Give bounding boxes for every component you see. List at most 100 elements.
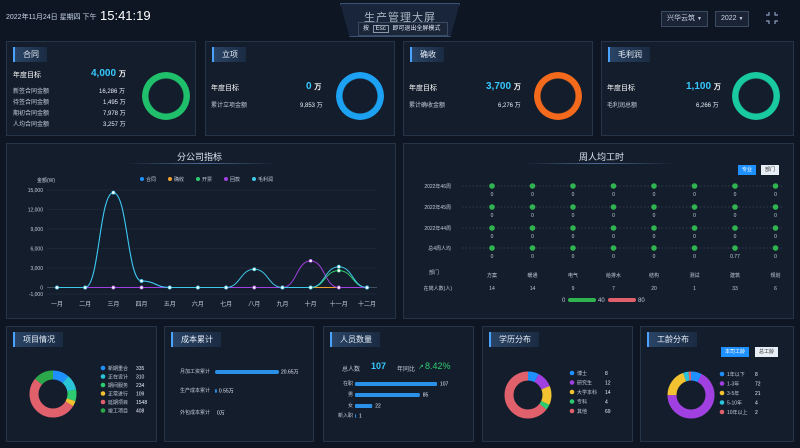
- hours-dot: [570, 204, 576, 210]
- panel-title: 周人均工时: [579, 152, 625, 162]
- dept-header: 部门: [429, 269, 439, 276]
- metric-label: 期初合同金额: [13, 111, 50, 117]
- completion-ring: 100% 完成率: [336, 72, 384, 120]
- metric-value: 6,266 万: [696, 103, 719, 109]
- x-tick-label: 三月: [107, 301, 119, 308]
- hours-value: 0: [531, 213, 534, 219]
- hours-dot: [772, 204, 779, 210]
- panel-title: 人员数量: [330, 332, 380, 347]
- hours-dot: [489, 245, 495, 251]
- cost-value: 20.65万: [281, 370, 299, 376]
- hours-value: 0: [491, 254, 494, 260]
- legend-marker: [140, 177, 144, 181]
- data-point: [167, 285, 172, 290]
- legend-value: 8: [755, 372, 758, 378]
- toggle-department[interactable]: 部门: [761, 165, 780, 175]
- completion-ring: 170% 完成率: [534, 72, 582, 120]
- cost-label: 月加工资累计: [180, 368, 210, 375]
- hours-dot: [489, 183, 495, 189]
- legend-marker: [569, 380, 575, 385]
- data-point: [336, 264, 341, 269]
- legend-marker: [719, 390, 725, 396]
- target-value: 0 万: [306, 81, 322, 92]
- toggle-major[interactable]: 专业: [738, 165, 757, 175]
- donut-segment: [667, 371, 715, 419]
- toggle-company-tenure[interactable]: 本司工龄: [721, 347, 750, 357]
- year-select[interactable]: 2022 ▼: [715, 11, 750, 27]
- legend-label: 新期重合: [108, 365, 128, 372]
- legend-value: 14: [605, 390, 611, 396]
- hours-value: 0: [572, 234, 575, 240]
- legend-marker: [224, 177, 228, 181]
- hours-dot: [570, 225, 576, 231]
- metric-value: 6,276 万: [498, 103, 521, 109]
- toggle-total-tenure[interactable]: 总工龄: [755, 347, 779, 357]
- x-tick-label: 一月: [51, 301, 63, 308]
- hours-dot: [651, 183, 657, 189]
- tenure-panel: 工龄分布 本司工龄 总工龄 1年以下 8 1-3年 72 3-5年 21 5-10年 4 10年…: [640, 326, 794, 442]
- legend-value: 8: [605, 371, 608, 377]
- weekly-hours-panel: 周人均工时 专业 部门 2022年46周 0 0 0 0 0 0 0 0 2022年45周 0 0 0 0…: [403, 143, 794, 319]
- company-select-value: 兴华云筑: [667, 15, 695, 22]
- y-axis-label: 金额(W): [37, 177, 55, 184]
- y-tick-label: 12,000: [28, 208, 44, 214]
- metric-value: 1,495 万: [103, 100, 126, 106]
- target-value: 4,000 万: [91, 68, 126, 79]
- project-status-panel: 项目情况 新期重合 335 正在设计 310 期间服务 234 正常进行 109 延期项目 154…: [6, 326, 157, 442]
- x-tick-label: 九月: [276, 300, 288, 308]
- department-label: 结构: [649, 272, 659, 279]
- legend-marker: [719, 371, 725, 377]
- hours-dot: [651, 245, 657, 251]
- hours-value: 0: [612, 192, 615, 198]
- panel-title: 确收: [410, 47, 444, 62]
- panel-title: 分公司指标: [177, 152, 223, 162]
- completion-label: 完成率: [158, 100, 174, 106]
- hours-dot: [732, 245, 738, 251]
- donut-segment: [504, 371, 552, 419]
- staff-label: 女: [348, 402, 353, 409]
- hours-dot: [610, 245, 617, 251]
- hours-value: 0: [774, 213, 777, 219]
- legend-marker: [719, 381, 725, 386]
- hours-value: 0: [531, 254, 534, 260]
- staff-label: 新入职: [338, 412, 353, 419]
- legend-marker: [569, 370, 575, 376]
- x-tick-label: 二月: [79, 301, 91, 308]
- kpi-contract-panel: 合同 年度目标 4,000 万 新签合同金额 16,286 万 待签合同金额 1…: [6, 41, 196, 136]
- completion-ring: 569% 完成率: [732, 72, 780, 120]
- company-select[interactable]: 兴华云筑 ▼: [661, 11, 708, 27]
- legend-marker: [252, 177, 256, 181]
- completion-percent: 170%: [546, 86, 570, 96]
- hours-value: 0: [653, 192, 656, 198]
- hours-dot: [691, 245, 698, 251]
- week-label: 2022年45周: [424, 204, 451, 211]
- cost-bar: [215, 370, 279, 374]
- y-tick-label: 0: [40, 286, 43, 292]
- target-value: 1,100 万: [686, 81, 721, 92]
- x-tick-label: 八月: [248, 301, 260, 308]
- staff-bar: [355, 404, 373, 408]
- legend-value: 72: [755, 382, 761, 388]
- cost-value: 0.55万: [219, 389, 234, 395]
- department-label: 测试: [689, 272, 699, 279]
- staff-panel: 人员数量 总人数 107 年同比 ↗ 8.42% 在职 107 男 85 女 22 新入职 1: [323, 326, 474, 442]
- headcount-value: 9: [572, 286, 575, 292]
- staff-value: 1: [359, 414, 362, 420]
- legend-marker: [569, 408, 575, 414]
- data-point: [55, 285, 59, 290]
- donut-segment: [29, 370, 77, 418]
- panel-title: 项目情况: [13, 332, 63, 347]
- legend-label: 期间服务: [108, 382, 128, 389]
- hours-value: 0: [531, 234, 534, 240]
- hours-value: 0: [734, 213, 737, 219]
- hours-value: 0: [572, 254, 575, 260]
- metric-label: 累计确收金额: [409, 103, 446, 109]
- target-value: 3,700 万: [486, 81, 521, 92]
- fullscreen-exit-icon[interactable]: [765, 11, 779, 25]
- legend-label: 回款: [230, 176, 240, 183]
- legend-label: 研究生: [577, 380, 592, 387]
- hours-value: 0: [531, 192, 534, 198]
- hours-value: 0: [734, 234, 737, 240]
- panel-title: 工龄分布: [647, 332, 697, 347]
- legend-value: 2: [755, 410, 758, 416]
